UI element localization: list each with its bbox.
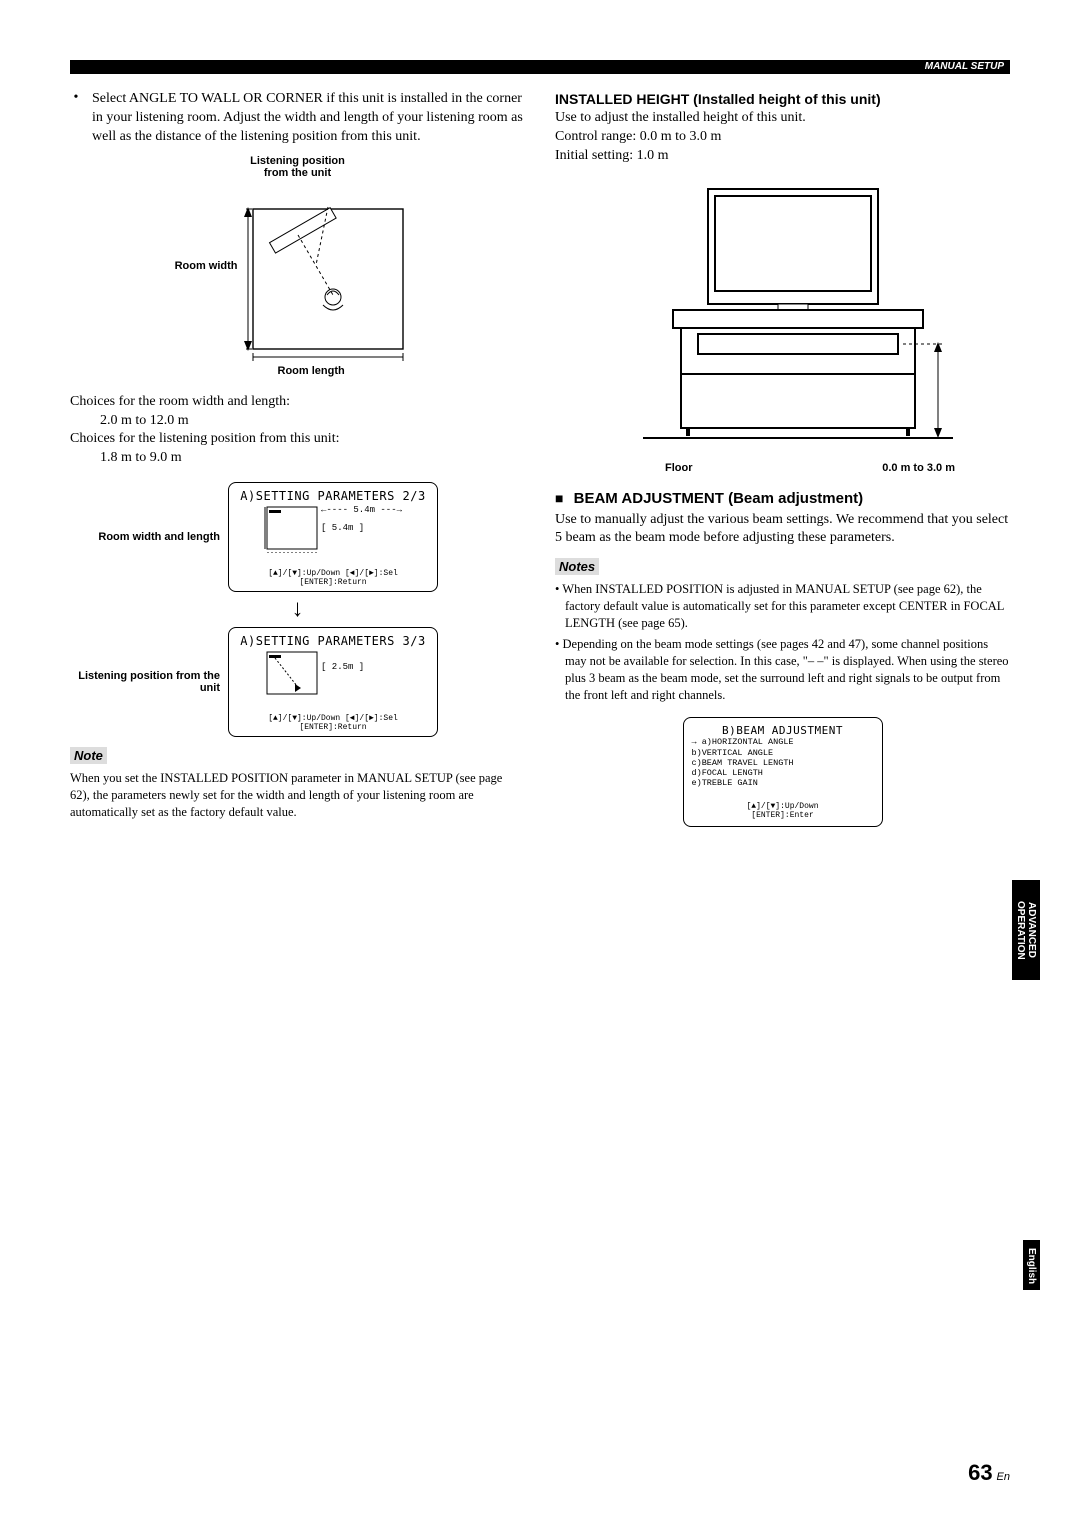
lcd1-label: Room width and length xyxy=(70,531,220,543)
page-number: 63 En xyxy=(968,1460,1010,1486)
height-range-label: 0.0 m to 3.0 m xyxy=(882,462,955,474)
room-length-label: Room length xyxy=(278,365,345,377)
note2-text: Depending on the beam mode settings (see… xyxy=(563,637,1009,702)
lcd2-footer: [▲]/[▼]:Up/Down [◄]/[►]:Sel [ENTER]:Retu… xyxy=(229,714,437,732)
side-tab-eng-text: English xyxy=(1026,1248,1037,1284)
room-width-label: Room width xyxy=(148,260,238,272)
beam-adj-para: Use to manually adjust the various beam … xyxy=(555,511,1010,549)
notes-list: • When INSTALLED POSITION is adjusted in… xyxy=(555,581,1010,703)
room-diagram-wrap: Listening position from the unit xyxy=(70,155,525,367)
bullet-paragraph: • Select ANGLE TO WALL OR CORNER if this… xyxy=(70,90,525,147)
lcd3: B)BEAM ADJUSTMENT → a)HORIZONTAL ANGLE b… xyxy=(683,717,883,827)
ih-p2: Control range: 0.0 m to 3.0 m xyxy=(555,128,1010,147)
cabinet-diagram xyxy=(603,174,963,454)
choices-wl: Choices for the room width and length: xyxy=(70,393,525,412)
beam-adj-head: ■ BEAM ADJUSTMENT (Beam adjustment) xyxy=(555,490,1010,507)
ih-p3: Initial setting: 1.0 m xyxy=(555,147,1010,166)
square-bullet-icon: ■ xyxy=(555,490,563,506)
page-content: • Select ANGLE TO WALL OR CORNER if this… xyxy=(70,90,1010,827)
page-num: 63 xyxy=(968,1460,992,1485)
side-tab-english: English xyxy=(1023,1240,1040,1290)
lcd1-body2: [ 5.4m ] xyxy=(321,523,364,533)
lcd3-l2: b)VERTICAL ANGLE xyxy=(692,748,874,758)
lcd1-body1: ←---- 5.4m ---→ xyxy=(321,505,402,515)
lcd1: A)SETTING PARAMETERS 2/3 ←---- 5.4m ---→… xyxy=(228,482,438,592)
installed-height-head: INSTALLED HEIGHT (Installed height of th… xyxy=(555,90,1010,109)
side-tab-advanced: ADVANCED OPERATION xyxy=(1012,880,1040,980)
side-tab-adv-text: ADVANCED OPERATION xyxy=(1015,901,1037,960)
lcd2: A)SETTING PARAMETERS 3/3 [ 2.5m ] [▲]/[▼… xyxy=(228,627,438,737)
lcd3-l5: e)TREBLE GAIN xyxy=(692,778,874,788)
note-heading: Note xyxy=(70,747,107,764)
beam-adj-title: BEAM ADJUSTMENT (Beam adjustment) xyxy=(574,490,863,507)
lcd1-title: A)SETTING PARAMETERS 2/3 xyxy=(237,489,429,503)
choices-lp-val: 1.8 m to 9.0 m xyxy=(70,449,525,468)
lcd3-title: B)BEAM ADJUSTMENT xyxy=(692,724,874,737)
lcd2-row: Listening position from the unit A)SETTI… xyxy=(70,627,525,737)
header-bar: MANUAL SETUP xyxy=(70,60,1010,74)
lcd3-footer: [▲]/[▼]:Up/Down [ENTER]:Enter xyxy=(684,802,882,820)
lcd2-minimap xyxy=(237,648,427,698)
notes-heading: Notes xyxy=(555,558,599,575)
room-diagram xyxy=(168,187,428,367)
notes-item-1: • When INSTALLED POSITION is adjusted in… xyxy=(555,581,1010,632)
cabinet-labels: Floor 0.0 m to 3.0 m xyxy=(665,462,955,474)
lcd1-footer: [▲]/[▼]:Up/Down [◄]/[►]:Sel [ENTER]:Retu… xyxy=(229,569,437,587)
lcd3-l1: → a)HORIZONTAL ANGLE xyxy=(692,737,874,747)
lcd3-l4: d)FOCAL LENGTH xyxy=(692,768,874,778)
choices-wl-val: 2.0 m to 12.0 m xyxy=(70,412,525,431)
right-column: INSTALLED HEIGHT (Installed height of th… xyxy=(555,90,1010,827)
header-section: MANUAL SETUP xyxy=(925,61,1004,72)
page-lang: En xyxy=(997,1471,1010,1483)
lcd1-row: Room width and length A)SETTING PARAMETE… xyxy=(70,482,525,592)
bullet-dot: • xyxy=(70,90,82,147)
lp-label: Listening position from the unit xyxy=(70,155,525,179)
lcd3-l3: c)BEAM TRAVEL LENGTH xyxy=(692,758,874,768)
notes-item-2: • Depending on the beam mode settings (s… xyxy=(555,636,1010,704)
lcd2-title: A)SETTING PARAMETERS 3/3 xyxy=(237,634,429,648)
choices-lp: Choices for the listening position from … xyxy=(70,430,525,449)
floor-label: Floor xyxy=(665,462,693,474)
note1-text: When INSTALLED POSITION is adjusted in M… xyxy=(562,582,1004,630)
lcd2-label: Listening position from the unit xyxy=(70,670,220,694)
down-arrow-icon: ↓ xyxy=(70,596,525,623)
para-angle-wall: Select ANGLE TO WALL OR CORNER if this u… xyxy=(92,90,525,147)
note-text: When you set the INSTALLED POSITION para… xyxy=(70,770,525,821)
lcd2-body: [ 2.5m ] xyxy=(321,662,364,672)
left-column: • Select ANGLE TO WALL OR CORNER if this… xyxy=(70,90,525,827)
ih-p1: Use to adjust the installed height of th… xyxy=(555,109,1010,128)
